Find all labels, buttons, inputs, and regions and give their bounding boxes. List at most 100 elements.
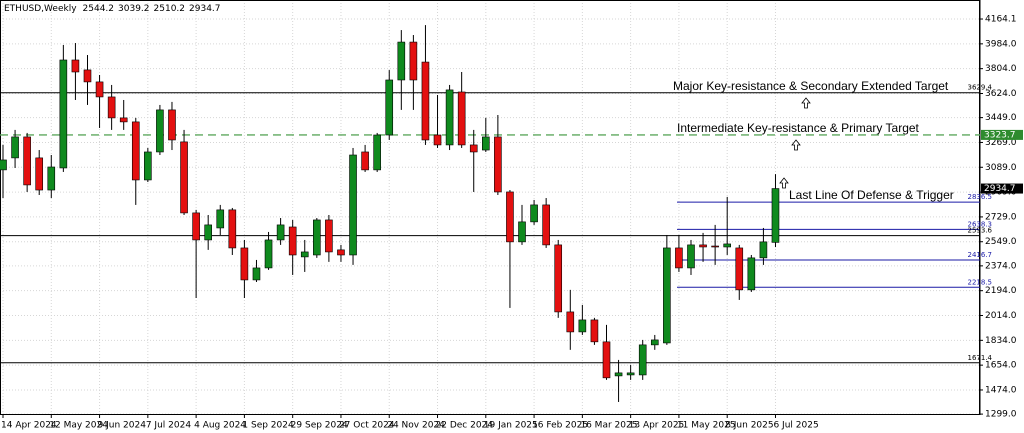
annotation: Last Line Of Defense & Trigger bbox=[789, 188, 954, 202]
x-tick-label: 22 Dec 2024 bbox=[436, 421, 494, 431]
candle-body bbox=[518, 221, 526, 243]
x-tick-label: 16 Mar 2025 bbox=[580, 421, 637, 431]
y-tick-label: 2194.0 bbox=[985, 286, 1017, 296]
candle-body bbox=[204, 224, 212, 241]
candle-body bbox=[11, 136, 19, 159]
price-label: 2934.7 bbox=[984, 184, 1016, 194]
candle-body bbox=[469, 144, 478, 153]
candle-body bbox=[240, 247, 249, 281]
level-label: 2836.5 bbox=[968, 193, 993, 201]
level-label-box bbox=[981, 129, 1023, 140]
y-tick-label: 3624.0 bbox=[985, 89, 1017, 99]
level-label: 1671.4 bbox=[968, 354, 993, 362]
y-tick-label: 1299.0 bbox=[985, 410, 1017, 420]
candle-body bbox=[300, 251, 309, 258]
candle-body bbox=[349, 154, 357, 256]
candle-body bbox=[385, 79, 394, 136]
candle-body bbox=[276, 224, 285, 241]
candle-body bbox=[506, 191, 514, 243]
level-label: 2638.3 bbox=[968, 220, 993, 228]
candle-body bbox=[590, 319, 599, 343]
x-tick-label: 6 Jul 2025 bbox=[773, 421, 818, 431]
candle-body bbox=[650, 339, 659, 346]
x-tick-label: 14 Apr 2024 bbox=[1, 421, 57, 431]
x-tick-label: 27 Oct 2024 bbox=[339, 421, 395, 431]
x-tick-label: 12 May 2024 bbox=[49, 421, 108, 431]
grid bbox=[0, 0, 980, 415]
candle-body bbox=[59, 59, 68, 169]
level-label: 3629.4 bbox=[968, 84, 993, 92]
candle-body bbox=[759, 241, 768, 259]
candle-body bbox=[626, 372, 635, 376]
x-tick-label: 29 Sep 2024 bbox=[291, 421, 348, 431]
candle-body bbox=[373, 134, 381, 171]
candle-body bbox=[421, 61, 430, 141]
y-tick-label: 2374.0 bbox=[985, 261, 1017, 271]
candle-body bbox=[252, 267, 261, 281]
candle-body bbox=[23, 136, 31, 186]
candle-body bbox=[119, 117, 128, 123]
candle-body bbox=[325, 219, 333, 253]
y-tick-label: 3269.0 bbox=[985, 138, 1017, 148]
x-tick-label: 7 Jul 2024 bbox=[146, 421, 191, 431]
candle-body bbox=[578, 319, 587, 333]
candle-body bbox=[530, 204, 538, 223]
candle-body bbox=[337, 249, 345, 256]
candle-body bbox=[144, 151, 152, 181]
candle-body bbox=[131, 121, 140, 181]
y-tick-label: 1834.0 bbox=[985, 336, 1017, 346]
x-tick-label: 19 Jan 2025 bbox=[484, 421, 538, 431]
candle-body bbox=[192, 212, 200, 241]
annotation: Major Key-resistance & Secondary Extende… bbox=[673, 79, 949, 93]
candle-body bbox=[771, 188, 780, 243]
x-tick-label: 4 Aug 2024 bbox=[194, 421, 246, 431]
annotation: Intermediate Key-resistance & Primary Ta… bbox=[677, 121, 920, 135]
y-tick-label: 3449.0 bbox=[985, 113, 1017, 123]
candle-body bbox=[47, 166, 56, 191]
last-open: 2544.2 bbox=[83, 4, 115, 14]
candle-body bbox=[313, 219, 321, 256]
y-tick-label: 3089.0 bbox=[985, 163, 1017, 173]
x-tick-label: 8 Jun 2025 bbox=[725, 421, 773, 431]
last-low: 2510.2 bbox=[154, 4, 186, 14]
candle-body bbox=[156, 109, 164, 153]
x-tick-label: 9 Jun 2024 bbox=[98, 421, 147, 431]
candle-body bbox=[542, 204, 550, 246]
level-label: 2416.7 bbox=[968, 251, 993, 259]
candle-body bbox=[168, 109, 176, 141]
y-tick-label: 2549.0 bbox=[985, 237, 1017, 247]
chart-header: ETHUSD,Weekly 2544.2 3039.2 2510.2 2934.7 bbox=[4, 4, 221, 14]
candle-body bbox=[397, 41, 406, 81]
candle-body bbox=[602, 341, 611, 379]
candle-body bbox=[735, 247, 744, 291]
x-tick-label: 11 May 2025 bbox=[677, 421, 736, 431]
candle-body bbox=[0, 159, 7, 171]
arrow-up bbox=[791, 139, 801, 151]
candle-body bbox=[723, 243, 732, 248]
y-tick-label: 2729.0 bbox=[985, 212, 1017, 222]
candle-body bbox=[445, 89, 454, 146]
candle-body bbox=[264, 239, 273, 269]
candle-body bbox=[687, 244, 695, 269]
symbol: ETHUSD,Weekly bbox=[4, 4, 77, 14]
level-label: 2218.5 bbox=[968, 278, 993, 286]
x-tick-label: 1 Sep 2024 bbox=[242, 421, 294, 431]
candle-body bbox=[566, 311, 575, 333]
candle-body bbox=[663, 247, 671, 344]
candle-body bbox=[614, 372, 623, 377]
candle-body bbox=[675, 247, 683, 269]
x-tick-label: 16 Feb 2025 bbox=[532, 421, 588, 431]
last-close: 2934.7 bbox=[189, 4, 221, 14]
arrow-up bbox=[779, 177, 789, 189]
candle-body bbox=[638, 344, 647, 376]
x-tick-label: 24 Nov 2024 bbox=[387, 421, 445, 431]
candle-body bbox=[95, 81, 104, 98]
candle-body bbox=[457, 91, 466, 146]
candle-body bbox=[494, 136, 502, 193]
candle-body bbox=[180, 141, 188, 214]
y-tick-label: 3984.0 bbox=[985, 39, 1017, 49]
y-tick-label: 1654.0 bbox=[985, 361, 1017, 371]
candle-body bbox=[481, 136, 490, 151]
candle-body bbox=[83, 69, 92, 83]
candle-body bbox=[409, 41, 418, 81]
